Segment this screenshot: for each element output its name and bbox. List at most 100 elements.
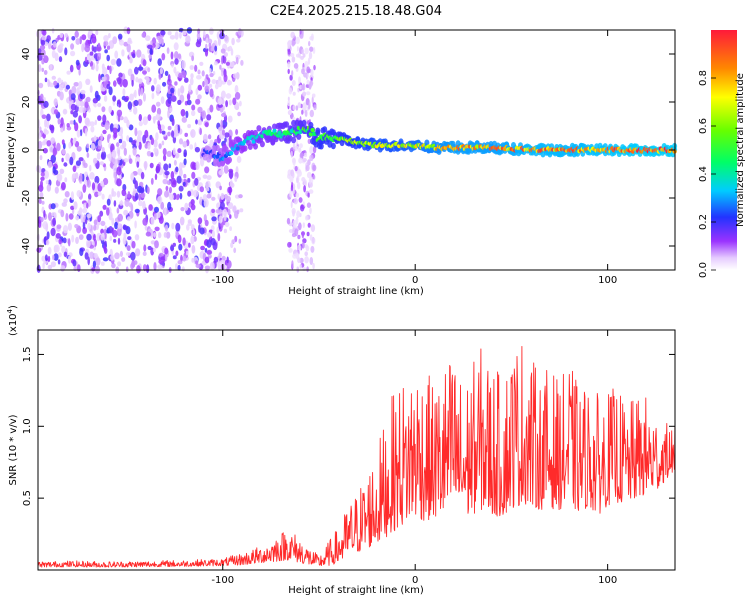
spectrogram-cell	[91, 65, 94, 70]
spectrogram-cell	[188, 83, 192, 93]
spectrogram-cell	[295, 36, 300, 45]
spectrogram-cell	[194, 177, 199, 186]
spectrogram-cell	[163, 232, 167, 238]
spectrogram-cell	[146, 186, 150, 195]
colorbar-tick-label: 0.8	[698, 70, 709, 86]
spectrogram-cell	[64, 191, 70, 198]
spectrogram-cell	[86, 239, 91, 249]
spectrogram-cell	[167, 96, 172, 104]
spectrogram-cell	[134, 66, 139, 75]
spectrogram-cell	[133, 106, 138, 115]
spectrogram-cell	[71, 173, 76, 183]
spectrogram-cell	[304, 256, 309, 264]
spectrogram-cell	[302, 91, 306, 96]
spectrogram-cell	[64, 177, 68, 183]
spectrogram-cell	[164, 254, 168, 262]
spectrogram-cell	[306, 202, 311, 208]
spectrogram-cell	[127, 68, 133, 77]
spectrogram-cell	[184, 202, 189, 211]
spectrogram-cell	[172, 147, 176, 156]
spectrogram-cell	[178, 185, 184, 192]
spectrogram-cell	[177, 148, 182, 154]
spectrogram-cell	[228, 170, 234, 179]
spectrogram-cell	[138, 78, 143, 84]
spectrogram-cell	[45, 239, 50, 246]
spectrogram-cell	[310, 69, 314, 77]
spectrogram-cell	[311, 96, 314, 105]
spectrogram-cell	[145, 35, 151, 42]
spectrogram-cell	[106, 54, 110, 62]
spectrogram-cell	[83, 214, 86, 221]
spectrogram-cell	[82, 221, 86, 230]
spectrogram-cell	[100, 180, 104, 187]
spectrogram-cell	[199, 61, 204, 66]
spectrogram-cell	[247, 143, 253, 150]
spectrogram-cell	[230, 242, 234, 249]
spectrogram-cell	[230, 48, 234, 56]
spectrogram-cell	[52, 217, 56, 226]
spectrogram-cell	[117, 113, 121, 123]
spectrogram-cell	[134, 180, 138, 190]
spectrogram-cell	[288, 248, 293, 253]
spectrogram-cell	[291, 80, 296, 86]
spectrogram-cell	[306, 91, 311, 96]
spectrogram-cell	[296, 177, 299, 184]
spectrogram-cell	[287, 49, 291, 55]
spectrogram-cell	[298, 222, 302, 231]
spectrogram-cell	[291, 136, 297, 144]
spectrogram-cell	[307, 159, 311, 166]
spectrogram-cell	[307, 57, 311, 65]
colorbar-tick-label: 0.6	[698, 118, 709, 134]
spectrogram-cell	[141, 202, 147, 210]
spectrogram-cell	[227, 208, 231, 216]
spectrogram-cell	[180, 109, 186, 117]
spectrogram-cell	[89, 51, 94, 56]
spectrogram-cell	[170, 245, 175, 252]
spectrogram-cell	[126, 43, 131, 53]
spectrogram-cell	[61, 149, 66, 155]
spectrogram-cell	[204, 85, 210, 93]
spectrogram-cell	[114, 50, 119, 59]
spectrogram-cell	[45, 223, 49, 232]
snr-panel: -100 0 100 0.5 1.0 1.5 Height of straight li…	[6, 305, 676, 596]
spectrogram-x-label: Height of straight line (km)	[288, 286, 424, 297]
spectrogram-cell	[234, 176, 238, 182]
spectrogram-cell	[103, 228, 107, 234]
snr-y-tick-label: 1.0	[22, 418, 33, 434]
spectrogram-cell	[44, 119, 47, 128]
spectrogram-cell	[151, 92, 155, 100]
spectrogram-cell	[44, 77, 48, 83]
spectrogram-cell	[129, 57, 133, 64]
spectrogram-cell	[191, 104, 196, 111]
spectrogram-cell	[142, 217, 148, 226]
spectrogram-cell	[84, 45, 91, 53]
spectrogram-cell	[290, 201, 293, 209]
spectrogram-cell	[113, 170, 117, 179]
spectrogram-cell	[136, 49, 142, 58]
spectrogram-cell	[292, 104, 296, 111]
spectrogram-cell	[162, 148, 167, 156]
spectrogram-cell	[150, 177, 154, 185]
spectrogram-cell	[94, 175, 100, 184]
spectrogram-cell	[195, 88, 199, 96]
spectrogram-cell	[214, 45, 218, 52]
spectrogram-cell	[129, 93, 135, 101]
spectrogram-cell	[42, 147, 48, 154]
spectrogram-cell	[174, 81, 178, 86]
spectrogram-cell	[178, 53, 182, 60]
spectrogram-cell	[291, 157, 296, 164]
spectrogram-cell	[312, 46, 316, 55]
spectrogram-cell	[184, 132, 188, 137]
spectrogram-cell	[57, 77, 62, 84]
spectrogram-cell	[211, 79, 217, 85]
spectrogram-cell	[54, 186, 59, 194]
spectrogram-cell	[292, 142, 296, 150]
spectrogram-cell	[227, 156, 232, 164]
spectrogram-cell	[118, 156, 122, 161]
spectrogram-cell	[50, 227, 56, 237]
spectrogram-cell	[131, 79, 134, 87]
spectrogram-cell	[157, 264, 163, 270]
spectrogram-cell	[37, 140, 43, 150]
spectrogram-cell	[86, 152, 90, 158]
snr-x-tick-label: 100	[598, 575, 617, 586]
